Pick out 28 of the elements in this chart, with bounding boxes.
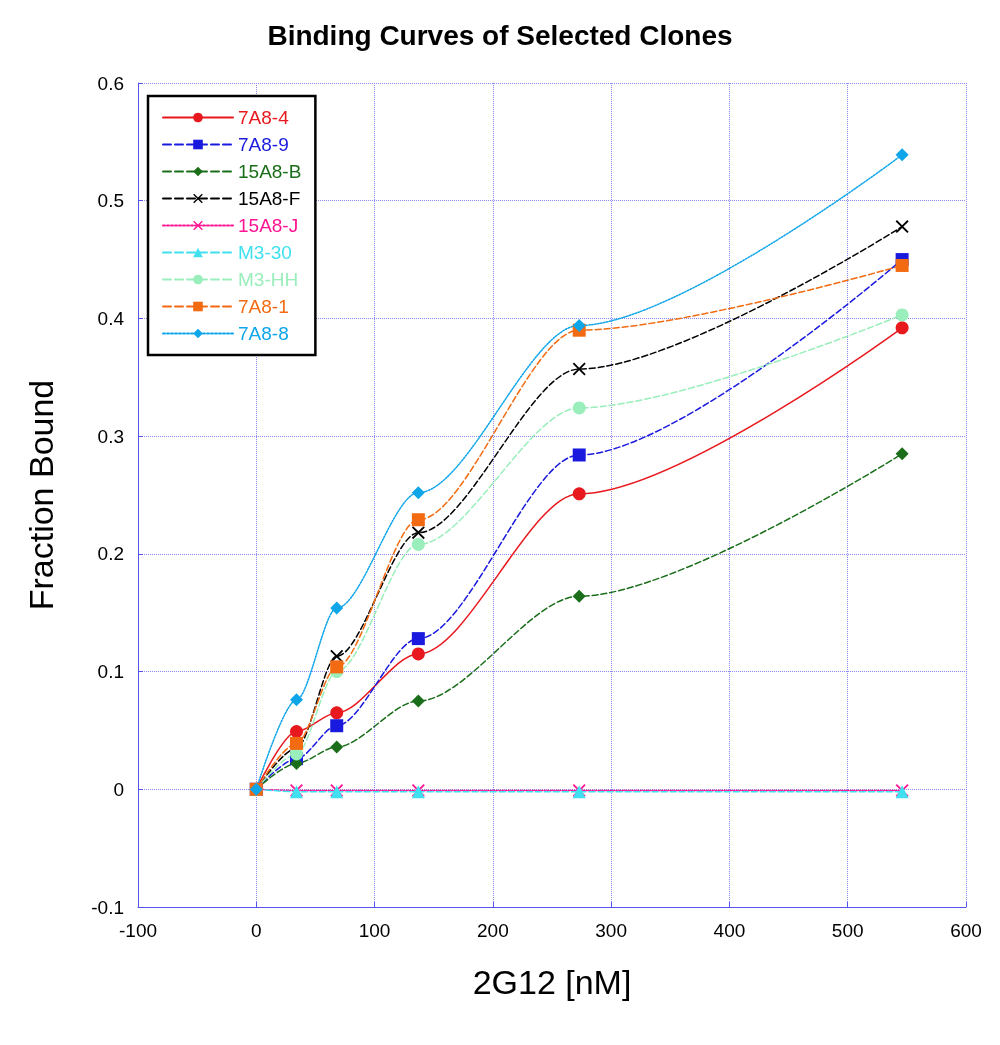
legend-label: 7A8-4 [238,107,290,128]
x-tick-label: 400 [713,920,746,941]
x-tick-label: 600 [950,920,982,941]
y-tick-label: 0.5 [97,190,124,212]
legend-label: 7A8-8 [238,323,289,344]
y-tick-label: 0.1 [97,661,124,683]
y-tick-label: 0.2 [97,543,124,565]
y-tick-label: -0.1 [91,896,124,918]
x-axis-title: 2G12 [nM] [472,963,632,1001]
legend-label: 7A8-1 [238,296,289,317]
y-tick-label: 0.6 [97,72,124,94]
x-tick-label: 300 [595,920,627,941]
y-tick-label: 0.3 [97,425,124,447]
x-tick-label: 0 [251,920,262,941]
x-tick-label: -100 [118,920,158,941]
x-tick-label: 100 [358,920,391,941]
chart-title: Binding Curves of Selected Clones [267,19,733,51]
y-tick-label: 0 [113,778,124,800]
y-axis-title: Fraction Bound [22,379,60,611]
x-tick-label: 500 [831,920,864,941]
legend-label: 15A8-J [238,215,299,236]
legend-label: M3-HH [238,269,299,290]
legend-label: 15A8-B [238,161,302,182]
legend-label: 7A8-9 [238,134,289,155]
legend-label: M3-30 [238,242,292,263]
y-tick-label: 0.4 [97,307,125,329]
x-tick-label: 200 [477,920,509,941]
legend-label: 15A8-F [238,188,301,209]
